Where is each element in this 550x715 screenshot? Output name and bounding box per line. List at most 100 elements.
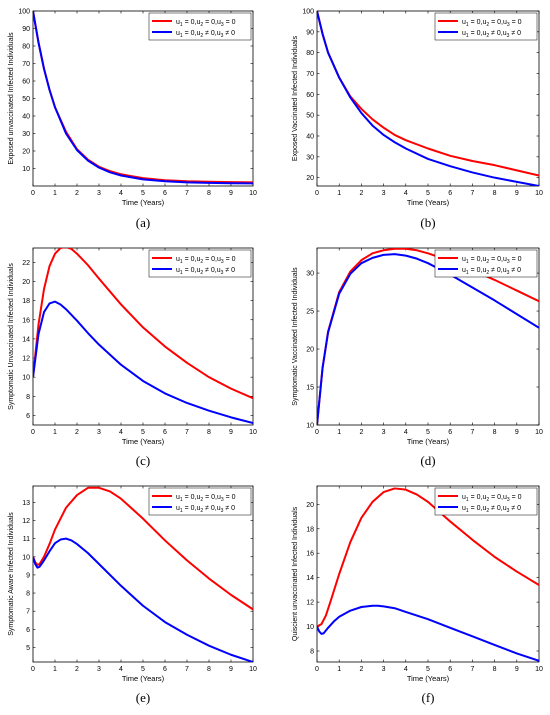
- y-tick-label: 16: [306, 551, 314, 558]
- x-tick-label: 4: [404, 190, 408, 197]
- legend-text: ≠ 0: [223, 505, 235, 512]
- x-tick-label: 8: [493, 429, 497, 436]
- x-tick-label: 0: [315, 429, 319, 436]
- plot-area: [32, 485, 254, 663]
- y-tick-label: 12: [306, 600, 314, 607]
- x-tick-label: 10: [535, 429, 543, 436]
- chart-panel: 0 1 2 3 4 5 6 7 8 9 10 10 15 20 25 30 Time (Years) Sympto…: [292, 247, 543, 468]
- y-tick-label: 10: [22, 375, 30, 382]
- y-tick-label: 13: [22, 500, 30, 507]
- y-tick-label: 6: [26, 627, 30, 634]
- y-tick-label: 80: [306, 50, 314, 57]
- series-line-with-control: [33, 11, 253, 185]
- legend-text: = 0,u: [203, 19, 221, 26]
- legend-text: = 0: [510, 19, 522, 26]
- y-tick-label: 10: [22, 554, 30, 561]
- x-tick-label: 10: [249, 666, 257, 673]
- legend-subscript: 1: [180, 33, 183, 39]
- legend-text: u: [462, 19, 466, 26]
- y-tick-label: 6: [26, 413, 30, 420]
- x-tick-label: 6: [448, 666, 452, 673]
- panel-caption: (f): [422, 690, 435, 705]
- legend-label: u1 = 0,u2 ≠ 0,u3 ≠ 0: [176, 30, 235, 39]
- x-tick-label: 1: [53, 666, 57, 673]
- y-tick-label: 70: [22, 61, 30, 68]
- x-tick-label: 5: [426, 190, 430, 197]
- legend-subscript: 1: [180, 508, 183, 514]
- legend-subscript: 1: [180, 497, 183, 503]
- x-tick-label: 2: [359, 666, 363, 673]
- x-axis-label: Time (Years): [122, 674, 165, 683]
- legend-text: ≠ 0,u: [489, 505, 507, 512]
- legend-text: = 0: [224, 494, 236, 501]
- x-tick-label: 5: [141, 429, 145, 436]
- legend-text: = 0,u: [469, 505, 487, 512]
- series-line-no-control: [33, 248, 253, 400]
- y-axis-label: Quiscient unvaccinated Infected Individu…: [292, 506, 299, 641]
- legend-subscript: 1: [466, 508, 469, 514]
- legend-text: = 0,u: [489, 19, 507, 26]
- legend-text: ≠ 0: [509, 267, 521, 274]
- x-tick-label: 4: [119, 666, 123, 673]
- legend-box: [148, 487, 252, 516]
- x-tick-label: 3: [382, 666, 386, 673]
- x-tick-label: 2: [75, 429, 79, 436]
- legend-subscript: 3: [221, 259, 224, 265]
- x-tick-label: 1: [337, 429, 341, 436]
- chart-legend: u1 = 0,u2 = 0,u3 = 0u1 = 0,u2 ≠ 0,u3 ≠ 0: [434, 12, 538, 41]
- y-axis-label: Symptomatic Vaccinated Infected Individu…: [292, 267, 299, 406]
- legend-text: = 0,u: [469, 267, 487, 274]
- x-tick-label: 1: [53, 190, 57, 197]
- series-line-with-control: [317, 604, 539, 662]
- x-tick-label: 4: [119, 190, 123, 197]
- chart-legend: u1 = 0,u2 = 0,u3 = 0u1 = 0,u2 ≠ 0,u3 ≠ 0: [434, 487, 538, 516]
- x-tick-label: 2: [359, 190, 363, 197]
- chart-panel: 0 1 2 3 4 5 6 7 8 9 10 20 30 40 50 60 70 80 90 100 Time (Yea…: [292, 9, 543, 231]
- x-tick-label: 8: [493, 190, 497, 197]
- legend-text: ≠ 0: [509, 505, 521, 512]
- chart-legend: u1 = 0,u2 = 0,u3 = 0u1 = 0,u2 ≠ 0,u3 ≠ 0: [148, 249, 252, 278]
- x-tick-label: 8: [493, 666, 497, 673]
- legend-subscript: 3: [507, 497, 510, 503]
- y-tick-label: 20: [22, 279, 30, 286]
- legend-subscript: 3: [221, 508, 224, 514]
- x-tick-label: 8: [207, 429, 211, 436]
- series-line-with-control: [317, 253, 539, 425]
- y-axis-label: Symptomatic Aware Infected Individuals: [8, 512, 15, 636]
- x-tick-label: 3: [97, 666, 101, 673]
- x-tick-label: 5: [141, 190, 145, 197]
- x-tick-label: 6: [163, 429, 167, 436]
- chart-panel: 0 1 2 3 4 5 6 7 8 9 10 10 20 30 40 50 60 70 80 90 100 Time (Y…: [8, 9, 257, 231]
- x-axis-label: Time (Years): [122, 198, 165, 207]
- x-axis-label: Time (Years): [122, 437, 165, 446]
- y-tick-label: 30: [306, 271, 314, 278]
- y-tick-label: 18: [22, 298, 30, 305]
- legend-text: = 0,u: [183, 256, 201, 263]
- x-tick-label: 9: [515, 666, 519, 673]
- legend-subscript: 1: [466, 33, 469, 39]
- legend-text: ≠ 0,u: [203, 505, 221, 512]
- legend-label: u1 = 0,u2 = 0,u3 = 0: [462, 494, 522, 503]
- legend-subscript: 2: [200, 508, 203, 514]
- series-line-no-control: [317, 487, 539, 628]
- legend-subscript: 1: [180, 22, 183, 28]
- legend-box: [434, 249, 538, 278]
- legend-subscript: 1: [180, 270, 183, 276]
- panel-caption: (d): [420, 453, 435, 468]
- legend-text: = 0,u: [469, 19, 487, 26]
- legend-text: u: [462, 494, 466, 501]
- y-tick-label: 7: [26, 609, 30, 616]
- legend-label: u1 = 0,u2 ≠ 0,u3 ≠ 0: [462, 30, 521, 39]
- x-tick-label: 6: [163, 666, 167, 673]
- legend-label: u1 = 0,u2 = 0,u3 = 0: [176, 494, 236, 503]
- y-tick-label: 50: [22, 96, 30, 103]
- legend-box: [434, 487, 538, 516]
- y-tick-label: 20: [306, 502, 314, 509]
- legend-subscript: 1: [466, 22, 469, 28]
- legend-box: [148, 12, 252, 41]
- legend-subscript: 1: [466, 259, 469, 265]
- legend-label: u1 = 0,u2 = 0,u3 = 0: [462, 256, 522, 265]
